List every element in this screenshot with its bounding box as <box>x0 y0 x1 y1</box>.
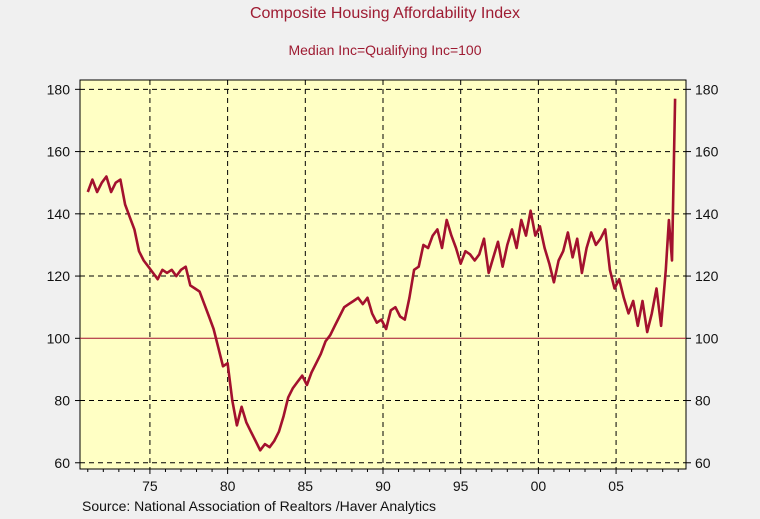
grid-lines <box>80 80 686 469</box>
y-tick-label-right-80: 80 <box>695 393 711 409</box>
y-tick-label-right-180: 180 <box>695 81 719 97</box>
series-line-affordability-index <box>86 98 677 452</box>
y-axis-tick-labels-left: 60 80 100 120 140 160 180 <box>47 81 71 470</box>
y-tick-label-right-100: 100 <box>695 330 719 346</box>
y-tick-label-right-120: 120 <box>695 268 719 284</box>
chart-subtitle: Median Inc=Qualifying Inc=100 <box>288 42 481 58</box>
y-tick-label-left-80: 80 <box>54 393 70 409</box>
y-tick-label-left-100: 100 <box>47 330 71 346</box>
y-tick-label-left-60: 60 <box>54 455 70 471</box>
y-tick-label-right-60: 60 <box>695 455 711 471</box>
y-tick-label-right-140: 140 <box>695 206 719 222</box>
y-tick-label-right-160: 160 <box>695 144 719 160</box>
y-tick-label-left-180: 180 <box>47 81 71 97</box>
source-note: Source: National Association of Realtors… <box>82 498 436 514</box>
y-tick-label-left-140: 140 <box>47 206 71 222</box>
y-tick-label-left-160: 160 <box>47 144 71 160</box>
x-axis-tick-labels: 75 80 85 90 95 00 05 <box>142 478 624 494</box>
chart-title: Composite Housing Affordability Index <box>250 5 520 22</box>
x-tick-label-1990: 90 <box>375 478 391 494</box>
x-tick-label-1985: 85 <box>298 478 314 494</box>
x-tick-label-2000: 00 <box>531 478 547 494</box>
x-tick-label-2005: 05 <box>608 478 624 494</box>
x-tick-label-1975: 75 <box>142 478 158 494</box>
x-tick-label-1995: 95 <box>453 478 469 494</box>
x-tick-label-1980: 80 <box>220 478 236 494</box>
y-tick-label-left-120: 120 <box>47 268 71 284</box>
y-axis-tick-labels-right: 60 80 100 120 140 160 180 <box>695 81 719 470</box>
axis-ticks <box>75 88 691 474</box>
